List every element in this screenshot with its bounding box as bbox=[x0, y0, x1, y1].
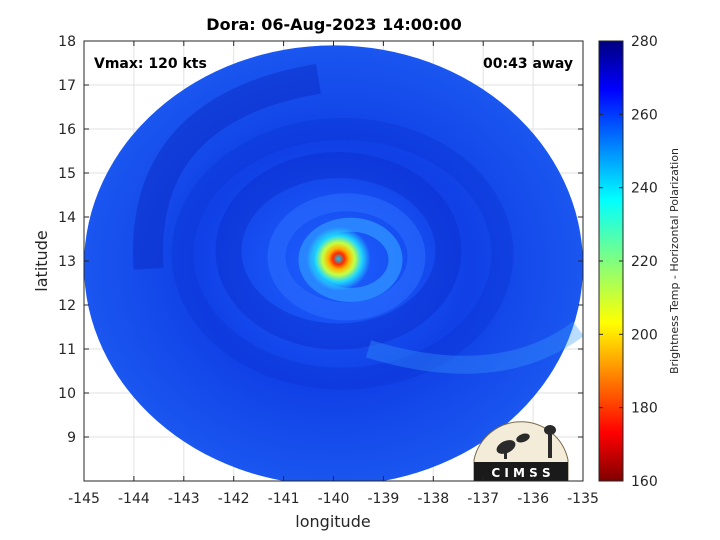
y-axis-label: latitude bbox=[32, 230, 51, 291]
y-tick-label: 17 bbox=[58, 78, 76, 94]
x-tick-label: -142 bbox=[218, 491, 250, 507]
y-tick-label: 9 bbox=[67, 430, 76, 446]
colorbar-tick-label: 220 bbox=[631, 254, 658, 270]
y-tick-label: 12 bbox=[58, 298, 76, 314]
x-tick-label: -141 bbox=[268, 491, 300, 507]
x-tick-label: -137 bbox=[467, 491, 499, 507]
x-tick-label: -144 bbox=[118, 491, 150, 507]
x-axis-ticks: -145 -144 -143 -142 -141 -140 -139 -138 -137 -136… bbox=[68, 41, 599, 507]
y-tick-label: 10 bbox=[58, 386, 76, 402]
cimss-logo-text: C I M S S bbox=[491, 466, 550, 480]
colorbar-tick-label: 160 bbox=[631, 474, 658, 490]
x-tick-label: -145 bbox=[68, 491, 100, 507]
colorbar-tick-label: 200 bbox=[631, 327, 658, 343]
colorbar-tick-label: 180 bbox=[631, 401, 658, 417]
colorbar-ticks: 280 260 240 220 200 180 160 bbox=[599, 34, 658, 490]
x-tick-label: -138 bbox=[417, 491, 449, 507]
x-tick-label: -136 bbox=[517, 491, 549, 507]
colorbar-tick-label: 240 bbox=[631, 181, 658, 197]
chart-title: Dora: 06-Aug-2023 14:00:00 bbox=[206, 15, 461, 34]
storm-eye bbox=[306, 226, 371, 291]
colorbar-tick-label: 280 bbox=[631, 34, 658, 50]
time-away-label: 00:43 away bbox=[483, 56, 573, 72]
y-tick-label: 15 bbox=[58, 166, 76, 182]
x-axis-label: longitude bbox=[295, 512, 370, 531]
swath-group bbox=[84, 45, 583, 481]
rain-band bbox=[267, 193, 426, 321]
rain-band bbox=[298, 217, 403, 302]
vmax-label: Vmax: 120 kts bbox=[94, 56, 207, 72]
colorbar-tick-label: 260 bbox=[631, 107, 658, 123]
x-tick-label: -139 bbox=[368, 491, 400, 507]
rain-band-arc bbox=[365, 321, 583, 374]
rain-bands bbox=[132, 64, 583, 390]
x-tick-label: -140 bbox=[318, 491, 350, 507]
colorbar-label: Brightness Temp - Horizontal Polarizatio… bbox=[668, 148, 681, 374]
y-tick-label: 16 bbox=[58, 122, 76, 138]
rain-band bbox=[171, 118, 514, 390]
y-tick-label: 14 bbox=[58, 210, 76, 226]
y-tick-label: 11 bbox=[58, 342, 76, 358]
y-axis-ticks: 18 17 16 15 14 13 12 11 10 9 bbox=[58, 34, 583, 446]
x-tick-label: -135 bbox=[567, 491, 599, 507]
rain-band bbox=[215, 152, 462, 350]
rain-band-arc bbox=[132, 64, 321, 270]
cimss-logo: C I M S S bbox=[473, 421, 569, 482]
y-tick-label: 18 bbox=[58, 34, 76, 50]
x-tick-label: -143 bbox=[168, 491, 200, 507]
y-tick-label: 13 bbox=[58, 254, 76, 270]
